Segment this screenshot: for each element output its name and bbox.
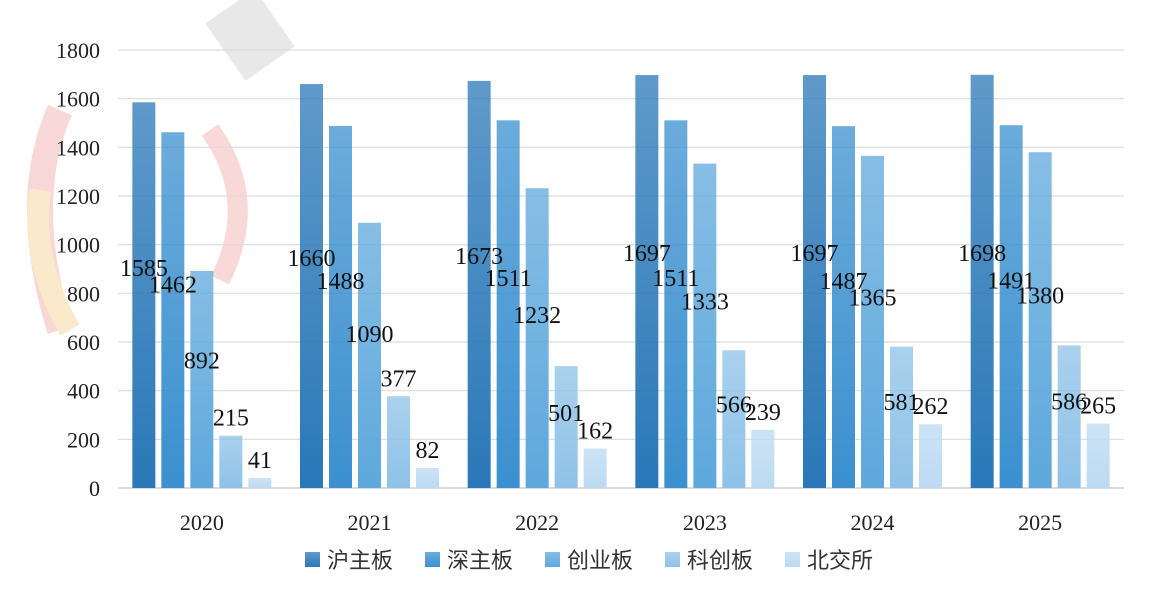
bar-2022-1 (496, 120, 520, 488)
data-label: 377 (381, 366, 417, 392)
data-labels: 1585146289221541166014881090377821673151… (120, 241, 1116, 474)
legend-swatch (665, 552, 680, 567)
y-tick-label: 0 (89, 476, 100, 501)
bars (132, 74, 1110, 489)
data-label: 1585 (120, 256, 168, 282)
data-label: 1698 (958, 241, 1006, 267)
watermark-logo (27, 0, 295, 336)
data-label: 1673 (455, 244, 503, 270)
legend-swatch (545, 552, 560, 567)
bar-2022-4 (583, 448, 607, 488)
x-tick-label: 2022 (515, 510, 559, 535)
y-tick-label: 200 (67, 427, 100, 452)
y-axis-ticks: 0 200 400 600 800 1000 1200 1400 1600 1800 (56, 38, 100, 501)
legend-label: 沪主板 (327, 549, 393, 574)
data-label: 1511 (485, 266, 532, 292)
y-tick-label: 1200 (56, 184, 100, 209)
y-tick-label: 400 (67, 379, 100, 404)
data-label: 1380 (1016, 283, 1064, 309)
legend-label: 科创板 (687, 549, 753, 574)
bar-2022-0 (467, 80, 491, 489)
bar-2023-3 (722, 350, 746, 488)
bar-2023-1 (664, 120, 688, 488)
x-tick-label: 2021 (348, 510, 392, 535)
data-label: 1333 (681, 290, 729, 316)
y-tick-label: 800 (67, 281, 100, 306)
bar-2024-1 (832, 126, 855, 488)
y-tick-label: 600 (67, 330, 100, 355)
bar-2021-1 (329, 125, 352, 489)
data-label: 41 (248, 448, 272, 474)
bar-2020-2 (190, 270, 214, 488)
gridlines (118, 49, 1124, 489)
x-tick-label: 2024 (851, 510, 895, 535)
bar-2021-0 (300, 84, 323, 489)
data-label: 82 (416, 438, 440, 464)
bar-2025-0 (970, 74, 994, 488)
bar-2022-3 (554, 366, 578, 488)
data-label: 239 (745, 400, 781, 426)
bar-2025-3 (1057, 345, 1081, 488)
data-label: 1697 (791, 241, 839, 267)
data-label: 1660 (288, 246, 336, 272)
legend-label: 北交所 (807, 549, 873, 574)
data-label: 262 (913, 394, 949, 420)
legend-swatch (425, 552, 440, 567)
data-label: 1697 (623, 241, 671, 267)
data-label: 586 (1051, 390, 1087, 416)
x-axis-ticks: 2020 2021 2022 2023 2024 2025 (180, 510, 1062, 535)
data-label: 1365 (849, 285, 897, 311)
bar-2022-2 (525, 188, 549, 489)
bar-2021-2 (358, 222, 381, 488)
bar-2020-4 (248, 478, 272, 488)
data-label: 566 (716, 392, 752, 418)
data-label: 215 (213, 406, 249, 432)
data-label: 581 (884, 390, 920, 416)
bar-2020-1 (161, 132, 185, 488)
bar-2024-4 (919, 424, 942, 488)
bar-2025-1 (999, 125, 1023, 488)
data-label: 1462 (149, 272, 197, 298)
data-label: 162 (577, 419, 613, 445)
y-tick-label: 1400 (56, 135, 100, 160)
legend-swatch (305, 552, 320, 567)
data-label: 1090 (346, 322, 394, 348)
y-tick-label: 1800 (56, 38, 100, 63)
data-label: 892 (184, 349, 220, 375)
y-tick-label: 1600 (56, 87, 100, 112)
data-label: 1491 (987, 268, 1035, 294)
legend-label: 创业板 (567, 549, 633, 574)
data-label: 501 (548, 401, 584, 427)
bar-2025-2 (1028, 152, 1052, 488)
legend-label: 深主板 (447, 549, 513, 574)
data-label: 1232 (513, 303, 561, 329)
data-label: 1488 (317, 269, 365, 295)
bar-2020-3 (219, 435, 243, 488)
bar-2024-0 (803, 75, 826, 489)
bar-2023-2 (693, 163, 717, 489)
bar-2025-4 (1086, 423, 1110, 488)
y-tick-label: 1000 (56, 233, 100, 258)
x-tick-label: 2023 (683, 510, 727, 535)
data-label: 1487 (820, 269, 868, 295)
legend: 沪主板 深主板 创业板 科创板 北交所 (305, 549, 873, 574)
bar-2024-2 (861, 155, 884, 488)
x-tick-label: 2025 (1018, 510, 1062, 535)
data-label: 1511 (652, 266, 699, 292)
bar-2021-4 (416, 468, 439, 488)
bar-2023-0 (635, 75, 659, 489)
bar-2020-0 (132, 102, 156, 489)
bar-2023-4 (751, 429, 775, 488)
data-label: 265 (1080, 394, 1116, 420)
x-tick-label: 2020 (180, 510, 224, 535)
bar-2024-3 (890, 346, 913, 488)
bar-2021-3 (387, 396, 410, 488)
legend-swatch (785, 552, 800, 567)
